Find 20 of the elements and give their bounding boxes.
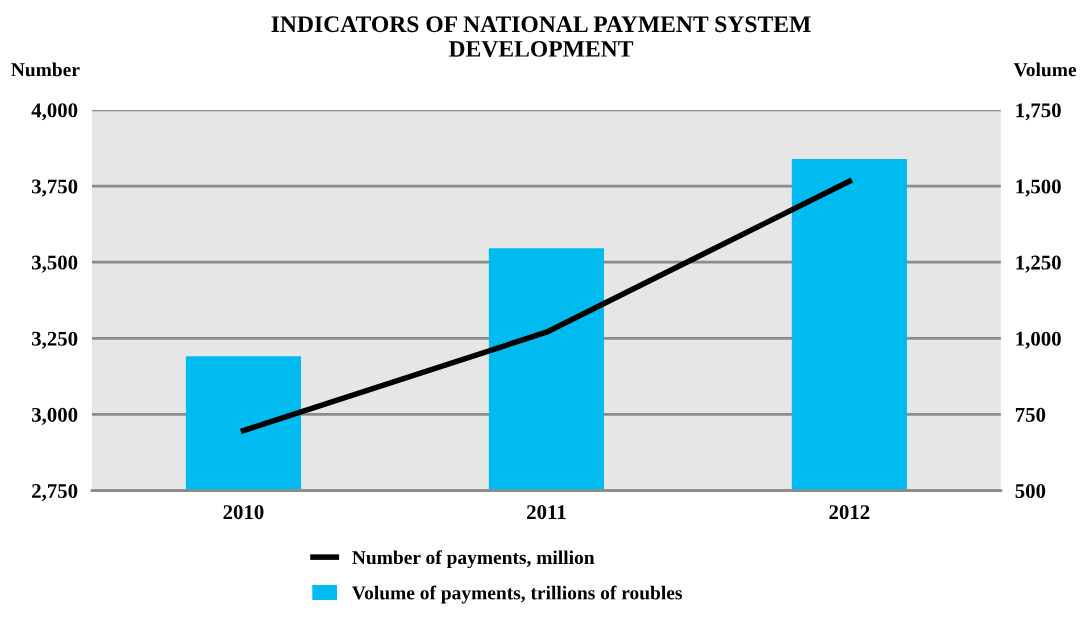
y-tick-label: 3,000 <box>31 407 78 425</box>
y-tick-label: 2,750 <box>32 483 78 502</box>
y2-tick-label: 1,000 <box>1016 331 1061 349</box>
chart-title: INDICATORS OF NATIONAL PAYMENT SYSTEM DEVELOPMENT <box>271 16 811 57</box>
y2-tick-label: 1,500 <box>1016 179 1061 197</box>
y2-tick-label: 1,750 <box>1016 103 1061 121</box>
x-tick-label: 2010 <box>223 505 264 520</box>
y-tick-label: 3,500 <box>31 255 78 273</box>
y2-axis-title: Volume <box>1013 62 1077 77</box>
x-tick-label: 2012 <box>829 505 870 520</box>
legend-label: Number of payments, million <box>352 550 595 569</box>
y-tick-label: 4,000 <box>31 103 78 121</box>
y2-tick-label: 750 <box>1015 407 1046 422</box>
x-tick-label: 2011 <box>527 505 566 520</box>
y2-tick-label: 500 <box>1015 483 1046 499</box>
y-tick-label: 3,250 <box>31 331 78 349</box>
legend-label: Volume of payments, trillions of roubles <box>352 585 682 604</box>
y-axis-title: Number <box>11 62 80 77</box>
y-tick-label: 3,750 <box>31 179 78 197</box>
y2-tick-label: 1,250 <box>1016 255 1061 273</box>
